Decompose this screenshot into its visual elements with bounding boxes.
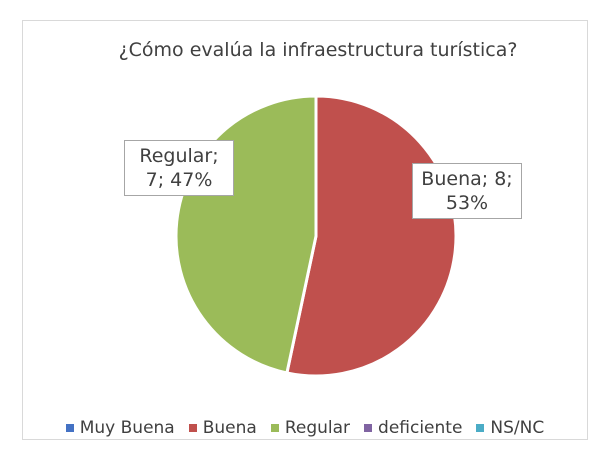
legend-swatch (270, 424, 279, 432)
legend-item: Muy Buena (65, 418, 175, 438)
chart-frame (22, 20, 588, 440)
data-label: Regular; 7; 47% (124, 140, 234, 196)
legend-item: NS/NC (476, 418, 544, 438)
legend-label: Buena (202, 418, 257, 438)
legend-item: Buena (188, 418, 257, 438)
legend-label: NS/NC (490, 418, 545, 438)
data-label: Buena; 8; 53% (412, 163, 522, 219)
chart-title: ¿Cómo evalúa la infraestructura turístic… (119, 39, 518, 61)
legend-item: Regular (270, 418, 351, 438)
legend: Muy Buena Buena Regular deficiente NS/NC (22, 418, 588, 438)
legend-label: deficiente (378, 418, 463, 438)
legend-swatch (364, 424, 373, 432)
pie-slice (174, 94, 318, 375)
legend-label: Regular (284, 418, 351, 438)
legend-swatch (188, 424, 197, 432)
legend-swatch (65, 424, 74, 432)
legend-label: Muy Buena (79, 418, 175, 438)
legend-swatch (476, 424, 485, 432)
legend-item: deficiente (364, 418, 462, 438)
